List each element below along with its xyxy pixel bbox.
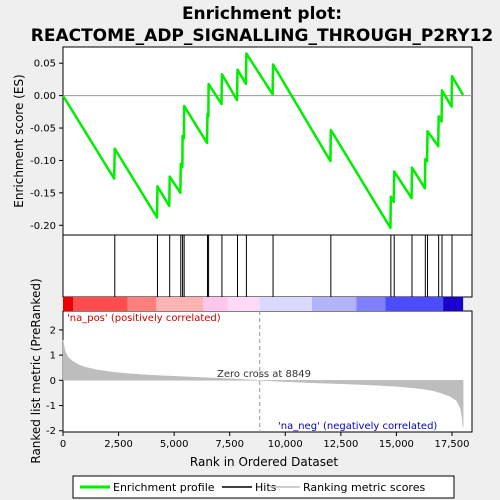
ranked-bar-segment: [385, 297, 444, 311]
ranked-bar-segment: [73, 297, 128, 311]
es-y-tick-label: -0.15: [30, 188, 56, 199]
pos-label: 'na_pos' (positively correlated): [67, 313, 221, 324]
ranked-list-color-bar: [63, 297, 464, 311]
ranked-bar-segment: [127, 297, 157, 311]
metric-y-tick-label: 1: [50, 351, 56, 362]
hits-panel: [62, 234, 473, 298]
x-tick-label: 5,000: [160, 439, 189, 450]
ranked-bar-segment: [156, 297, 204, 311]
x-tick-label: 15,000: [379, 439, 414, 450]
axes: 0.05 0.00 -0.05 -0.10 -0.15 -0.20 2 1 0 -1 -2 0 2,50…: [30, 59, 469, 450]
legend-hits-label: Hits: [255, 481, 277, 494]
metric-y-tick-label: 0: [50, 376, 56, 387]
es-panel: [62, 46, 473, 236]
x-axis-label: Rank in Ordered Dataset: [190, 455, 338, 469]
chart-title-line1: Enrichment plot:: [182, 4, 342, 24]
es-y-tick-label: 0.05: [34, 59, 56, 70]
es-y-tick-label: 0.00: [34, 91, 56, 102]
neg-label: 'na_neg' (negatively correlated): [278, 421, 437, 432]
ranking-metric-area: [62, 339, 464, 427]
x-tick-label: 2,500: [104, 439, 133, 450]
metric-area: [62, 339, 464, 427]
legend-metric-label: Ranking metric scores: [303, 481, 425, 494]
legend: Enrichment profile Hits Ranking metric s…: [72, 475, 455, 499]
es-line-layer: [61, 52, 465, 230]
ranked-bar-segment: [356, 297, 386, 311]
chart-title-line2: REACTOME_ADP_SIGNALLING_THROUGH_P2RY12: [31, 26, 494, 46]
zero-cross-label: Zero cross at 8849: [217, 369, 311, 380]
enrichment-profile-line: [61, 52, 465, 230]
es-y-tick-label: -0.10: [30, 156, 56, 167]
metric-y-tick-label: -1: [46, 401, 56, 412]
x-tick-label: 0: [60, 439, 66, 450]
metric-y-tick-label: 2: [50, 325, 56, 336]
legend-box: [72, 475, 455, 499]
ranked-bar-segment: [63, 297, 74, 311]
metric-panel: [62, 310, 473, 433]
x-tick-label: 12,500: [323, 439, 358, 450]
x-tick-label: 7,500: [215, 439, 244, 450]
x-tick-label: 17,500: [434, 439, 469, 450]
ranked-bar-segment: [259, 297, 312, 311]
x-tick-label: 10,000: [268, 439, 303, 450]
legend-es-label: Enrichment profile: [113, 481, 215, 494]
metric-y-axis-label: Ranked list metric (PreRanked): [29, 278, 43, 463]
es-y-tick-label: -0.20: [30, 221, 56, 232]
hit-lines: [114, 235, 453, 297]
ranked-bar-segment: [203, 297, 228, 311]
es-y-tick-label: -0.05: [30, 124, 56, 135]
metric-y-tick-label: -2: [46, 426, 56, 437]
es-y-axis-label: Enrichment score (ES): [12, 74, 26, 207]
ranked-bar-segment: [443, 297, 464, 311]
ranked-bar-segment: [311, 297, 357, 311]
ranked-bar-segment: [227, 297, 260, 311]
